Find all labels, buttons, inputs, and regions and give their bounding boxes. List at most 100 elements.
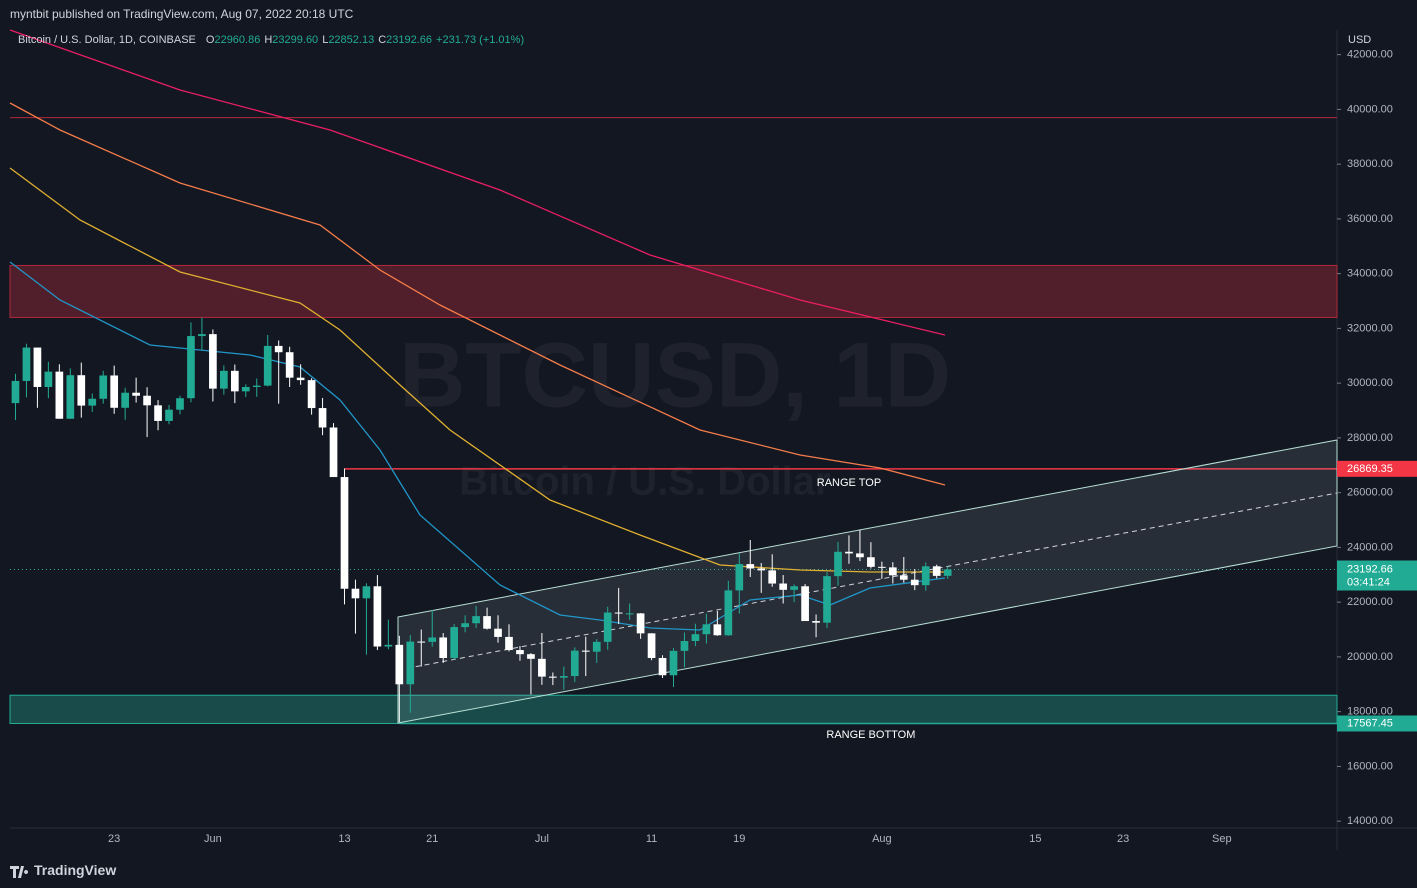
legend-item: H23299.60	[264, 34, 318, 46]
candle-body	[801, 586, 809, 622]
candle-body	[834, 551, 842, 577]
candle-body	[461, 623, 469, 628]
candle-body	[658, 657, 667, 676]
candle-body	[636, 613, 645, 634]
candle-body	[154, 405, 162, 421]
candle-body	[384, 644, 393, 647]
candle-body	[33, 347, 42, 387]
candle-body	[680, 641, 689, 651]
legend-value: 22960.86	[214, 34, 261, 46]
candle-body	[406, 641, 415, 685]
legend-value: 23192.66	[386, 34, 433, 46]
y-tick-label: 40000.00	[1347, 103, 1393, 115]
candle-body	[198, 334, 206, 337]
candle-body	[230, 370, 239, 392]
candle-body	[318, 408, 327, 428]
legend-key: H	[264, 34, 273, 46]
zone	[9, 694, 1338, 724]
candle-body	[570, 650, 579, 677]
candle-body	[329, 427, 338, 478]
candle-body	[241, 386, 250, 392]
legend-item: L22852.13	[322, 34, 374, 46]
candle-body	[867, 557, 875, 567]
legend-item: O22960.86	[206, 34, 260, 46]
candle-body	[494, 628, 502, 637]
candle-body	[132, 392, 140, 396]
candle-body	[165, 409, 173, 421]
moving-average	[9, 102, 946, 486]
candle-body	[472, 616, 480, 624]
candle-body	[55, 371, 64, 419]
candle-body	[581, 650, 590, 652]
candle-body	[505, 636, 513, 651]
watermark-name: Bitcoin / U.S. Dollar	[459, 460, 830, 504]
candle-body	[779, 583, 788, 590]
candle-body	[373, 586, 382, 647]
candle-body	[351, 588, 360, 599]
moving-average	[9, 29, 946, 336]
y-tick-label: 22000.00	[1347, 596, 1393, 608]
x-tick-label: 15	[1029, 833, 1041, 845]
legend-change: +231.73 (+1.01%)	[436, 34, 525, 46]
candle-body	[735, 564, 744, 591]
candle-body	[285, 352, 294, 378]
legend-value: 22852.13	[328, 34, 375, 46]
price-label: 26869.35	[1347, 463, 1393, 475]
candle-body	[932, 566, 941, 576]
candle-body	[143, 395, 151, 406]
annotation: RANGE TOP	[817, 477, 881, 489]
candle-body	[527, 654, 535, 659]
candle-body	[845, 551, 853, 554]
x-tick-label: 11	[646, 833, 657, 845]
y-tick-label: 42000.00	[1347, 49, 1393, 61]
candle-body	[768, 570, 777, 584]
x-tick-label: Jul	[535, 833, 549, 845]
price-label-box	[1337, 460, 1417, 477]
candle-body	[724, 590, 733, 636]
candle-body	[263, 345, 272, 386]
candle-body	[22, 347, 31, 381]
candle-body	[121, 392, 129, 408]
x-tick-label: 13	[338, 833, 350, 845]
candle-body	[856, 553, 864, 558]
y-tick-label: 18000.00	[1347, 706, 1393, 718]
candle-body	[450, 627, 458, 658]
annotation: RANGE BOTTOM	[826, 729, 915, 741]
y-tick-label: 32000.00	[1347, 322, 1393, 334]
candle-body	[11, 380, 20, 404]
countdown: 03:41:24	[1347, 576, 1390, 588]
candle-body	[899, 575, 908, 580]
price-label-box	[1337, 715, 1417, 732]
candle-body	[713, 624, 722, 636]
y-tick-label: 34000.00	[1347, 268, 1393, 280]
candle-body	[187, 336, 195, 399]
zone	[9, 264, 1338, 318]
legend-item: C23192.66	[378, 34, 432, 46]
price-label: 17567.45	[1347, 717, 1393, 729]
candle-body	[559, 676, 568, 678]
candle-body	[428, 637, 437, 642]
candle-body	[647, 633, 656, 658]
y-tick-label: 26000.00	[1347, 487, 1393, 499]
candle-body	[921, 566, 930, 586]
candle-body	[77, 375, 86, 406]
candle-body	[439, 637, 448, 658]
legend-key: O	[205, 34, 215, 46]
publish-info: myntbit published on TradingView.com, Au…	[10, 7, 354, 21]
y-tick-label: 30000.00	[1347, 377, 1393, 389]
candle-body	[88, 398, 97, 406]
y-unit: USD	[1348, 34, 1371, 46]
candle-body	[746, 564, 755, 569]
candle-body	[99, 375, 108, 399]
candle-body	[603, 612, 612, 642]
x-tick-label: Aug	[872, 833, 892, 845]
candle-body	[209, 334, 217, 389]
legend-value: 23299.60	[272, 34, 319, 46]
candle-body	[220, 370, 228, 389]
x-tick-label: Sep	[1212, 833, 1232, 845]
candle-body	[702, 624, 711, 635]
candle-body	[483, 616, 491, 629]
moving-average	[9, 167, 945, 573]
layers	[9, 117, 1338, 725]
